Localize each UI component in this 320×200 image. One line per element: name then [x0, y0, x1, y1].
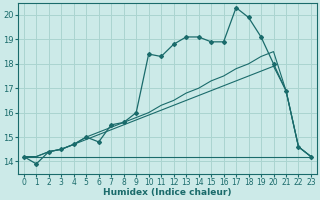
X-axis label: Humidex (Indice chaleur): Humidex (Indice chaleur) [103, 188, 232, 197]
